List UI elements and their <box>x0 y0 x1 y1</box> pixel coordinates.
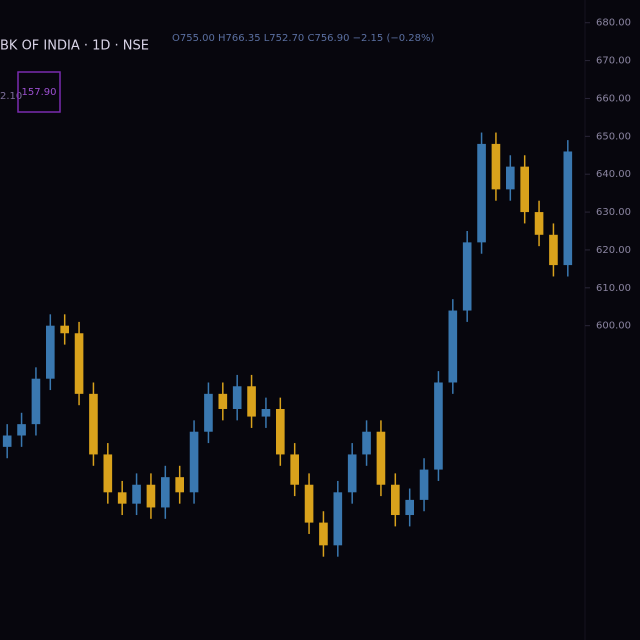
candle-body <box>549 234 558 266</box>
y-tick-label: 600.00 <box>596 321 631 332</box>
candle-body <box>31 378 41 425</box>
candle-body <box>347 454 357 493</box>
y-tick-label: 670.00 <box>596 56 631 67</box>
candle-body <box>491 143 501 190</box>
y-tick-label: 640.00 <box>596 169 631 180</box>
candle-body <box>362 431 371 455</box>
candle-body <box>376 431 386 485</box>
candle-body <box>60 325 69 334</box>
candle-body <box>276 408 285 455</box>
candle-body <box>46 325 55 379</box>
candle-body <box>117 492 127 504</box>
candle-body <box>74 333 84 394</box>
candle-body <box>405 499 414 516</box>
y-tick-label: 630.00 <box>596 207 631 218</box>
candle-body <box>448 310 458 383</box>
candle-body <box>462 242 472 311</box>
candle-body <box>477 143 486 243</box>
candle-body <box>103 454 113 493</box>
side-label: 2.10 <box>0 91 22 102</box>
candle-body <box>534 212 544 235</box>
candle-body <box>563 151 573 266</box>
candle-body <box>319 522 328 546</box>
candle-body <box>146 484 156 508</box>
chart-title: BK OF INDIA · 1D · NSE <box>0 39 149 54</box>
y-tick-label: 660.00 <box>596 93 631 104</box>
candle-body <box>132 484 141 504</box>
price-box-label: 157.90 <box>22 87 57 98</box>
candle-body <box>247 386 256 417</box>
y-tick-label: 620.00 <box>596 245 631 256</box>
candle-body <box>175 477 184 493</box>
candle-body <box>304 484 314 523</box>
candle-body <box>189 431 199 493</box>
y-tick-label: 610.00 <box>596 283 631 294</box>
candle-body <box>333 492 343 546</box>
candle-body <box>419 469 429 500</box>
candle-body <box>204 393 213 432</box>
candle-body <box>520 166 529 213</box>
candle-body <box>2 435 12 447</box>
candle-body <box>218 393 228 409</box>
candle-body <box>161 477 170 508</box>
candle-body <box>391 484 400 516</box>
candle-body <box>290 454 299 485</box>
ohlc-text: O755.00 H766.35 L752.70 C756.90 −2.15 (−… <box>172 33 434 44</box>
y-tick-label: 650.00 <box>596 131 631 142</box>
candle-body <box>506 166 515 190</box>
candle-body <box>89 393 98 455</box>
candle-body <box>261 408 271 417</box>
candle-body <box>17 424 26 436</box>
y-tick-label: 680.00 <box>596 18 631 29</box>
price-box <box>17 71 61 113</box>
candle-body <box>232 386 242 409</box>
candle-body <box>434 382 443 470</box>
